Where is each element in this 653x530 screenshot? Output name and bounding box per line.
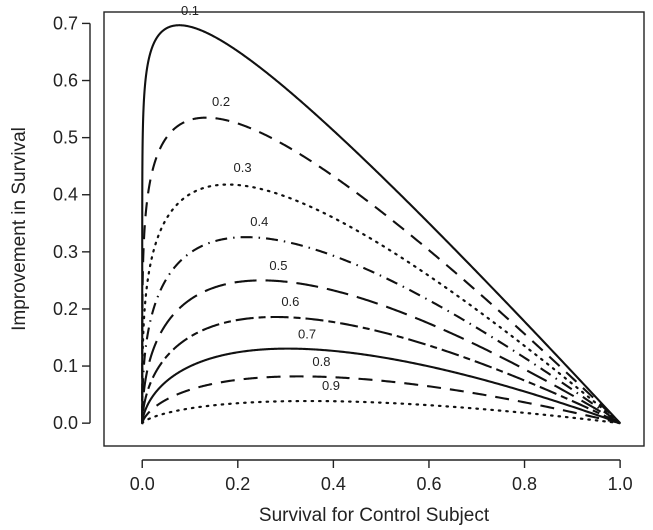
- curve-label: 0.1: [181, 3, 199, 18]
- curve-label: 0.4: [250, 214, 268, 229]
- curve-hr-0-6: [141, 315, 621, 425]
- curve-hr-0-5: [141, 279, 621, 425]
- x-tick-label: 0.0: [130, 474, 155, 494]
- curve-group: [141, 24, 622, 425]
- curve-label: 0.8: [312, 354, 330, 369]
- curve-hr-0-1: [141, 24, 621, 424]
- x-tick-label: 0.4: [321, 474, 346, 494]
- y-tick-label: 0.4: [53, 185, 78, 205]
- curve-label: 0.9: [322, 378, 340, 393]
- y-tick-label: 0.1: [53, 356, 78, 376]
- x-tick-label: 0.8: [512, 474, 537, 494]
- curve-label: 0.2: [212, 94, 230, 109]
- y-axis: 0.0 0.1 0.2 0.3 0.4 0.5 0.6 0.7: [53, 13, 91, 433]
- y-tick-label: 0.0: [53, 413, 78, 433]
- curve-hr-0-3: [141, 183, 622, 425]
- curve-label-group: 0.1 0.2 0.3 0.4 0.5 0.6 0.7 0.8 0.9: [181, 3, 340, 393]
- curve-label: 0.3: [234, 160, 252, 175]
- y-tick-label: 0.2: [53, 299, 78, 319]
- y-tick-label: 0.6: [53, 71, 78, 91]
- x-tick-label: 1.0: [608, 474, 633, 494]
- curve-hr-0-4: [141, 236, 621, 425]
- plot-frame: [103, 11, 645, 447]
- x-axis-title: Survival for Control Subject: [259, 505, 490, 526]
- curve-hr-0-2: [141, 116, 621, 424]
- x-tick-label: 0.2: [225, 474, 250, 494]
- curve-hr-0-7: [141, 347, 621, 425]
- y-axis-title: Improvement in Survival: [9, 127, 30, 331]
- x-axis: 0.0 0.2 0.4 0.6 0.8 1.0: [130, 459, 633, 494]
- y-tick-label: 0.3: [53, 242, 78, 262]
- curve-label: 0.7: [298, 327, 316, 342]
- curve-hr-0-9: [141, 399, 622, 425]
- x-tick-label: 0.6: [416, 474, 441, 494]
- curve-label: 0.6: [281, 294, 299, 309]
- curve-hr-0-8: [141, 375, 621, 425]
- curve-label: 0.5: [269, 258, 287, 273]
- y-tick-label: 0.5: [53, 128, 78, 148]
- y-tick-label: 0.7: [53, 13, 78, 33]
